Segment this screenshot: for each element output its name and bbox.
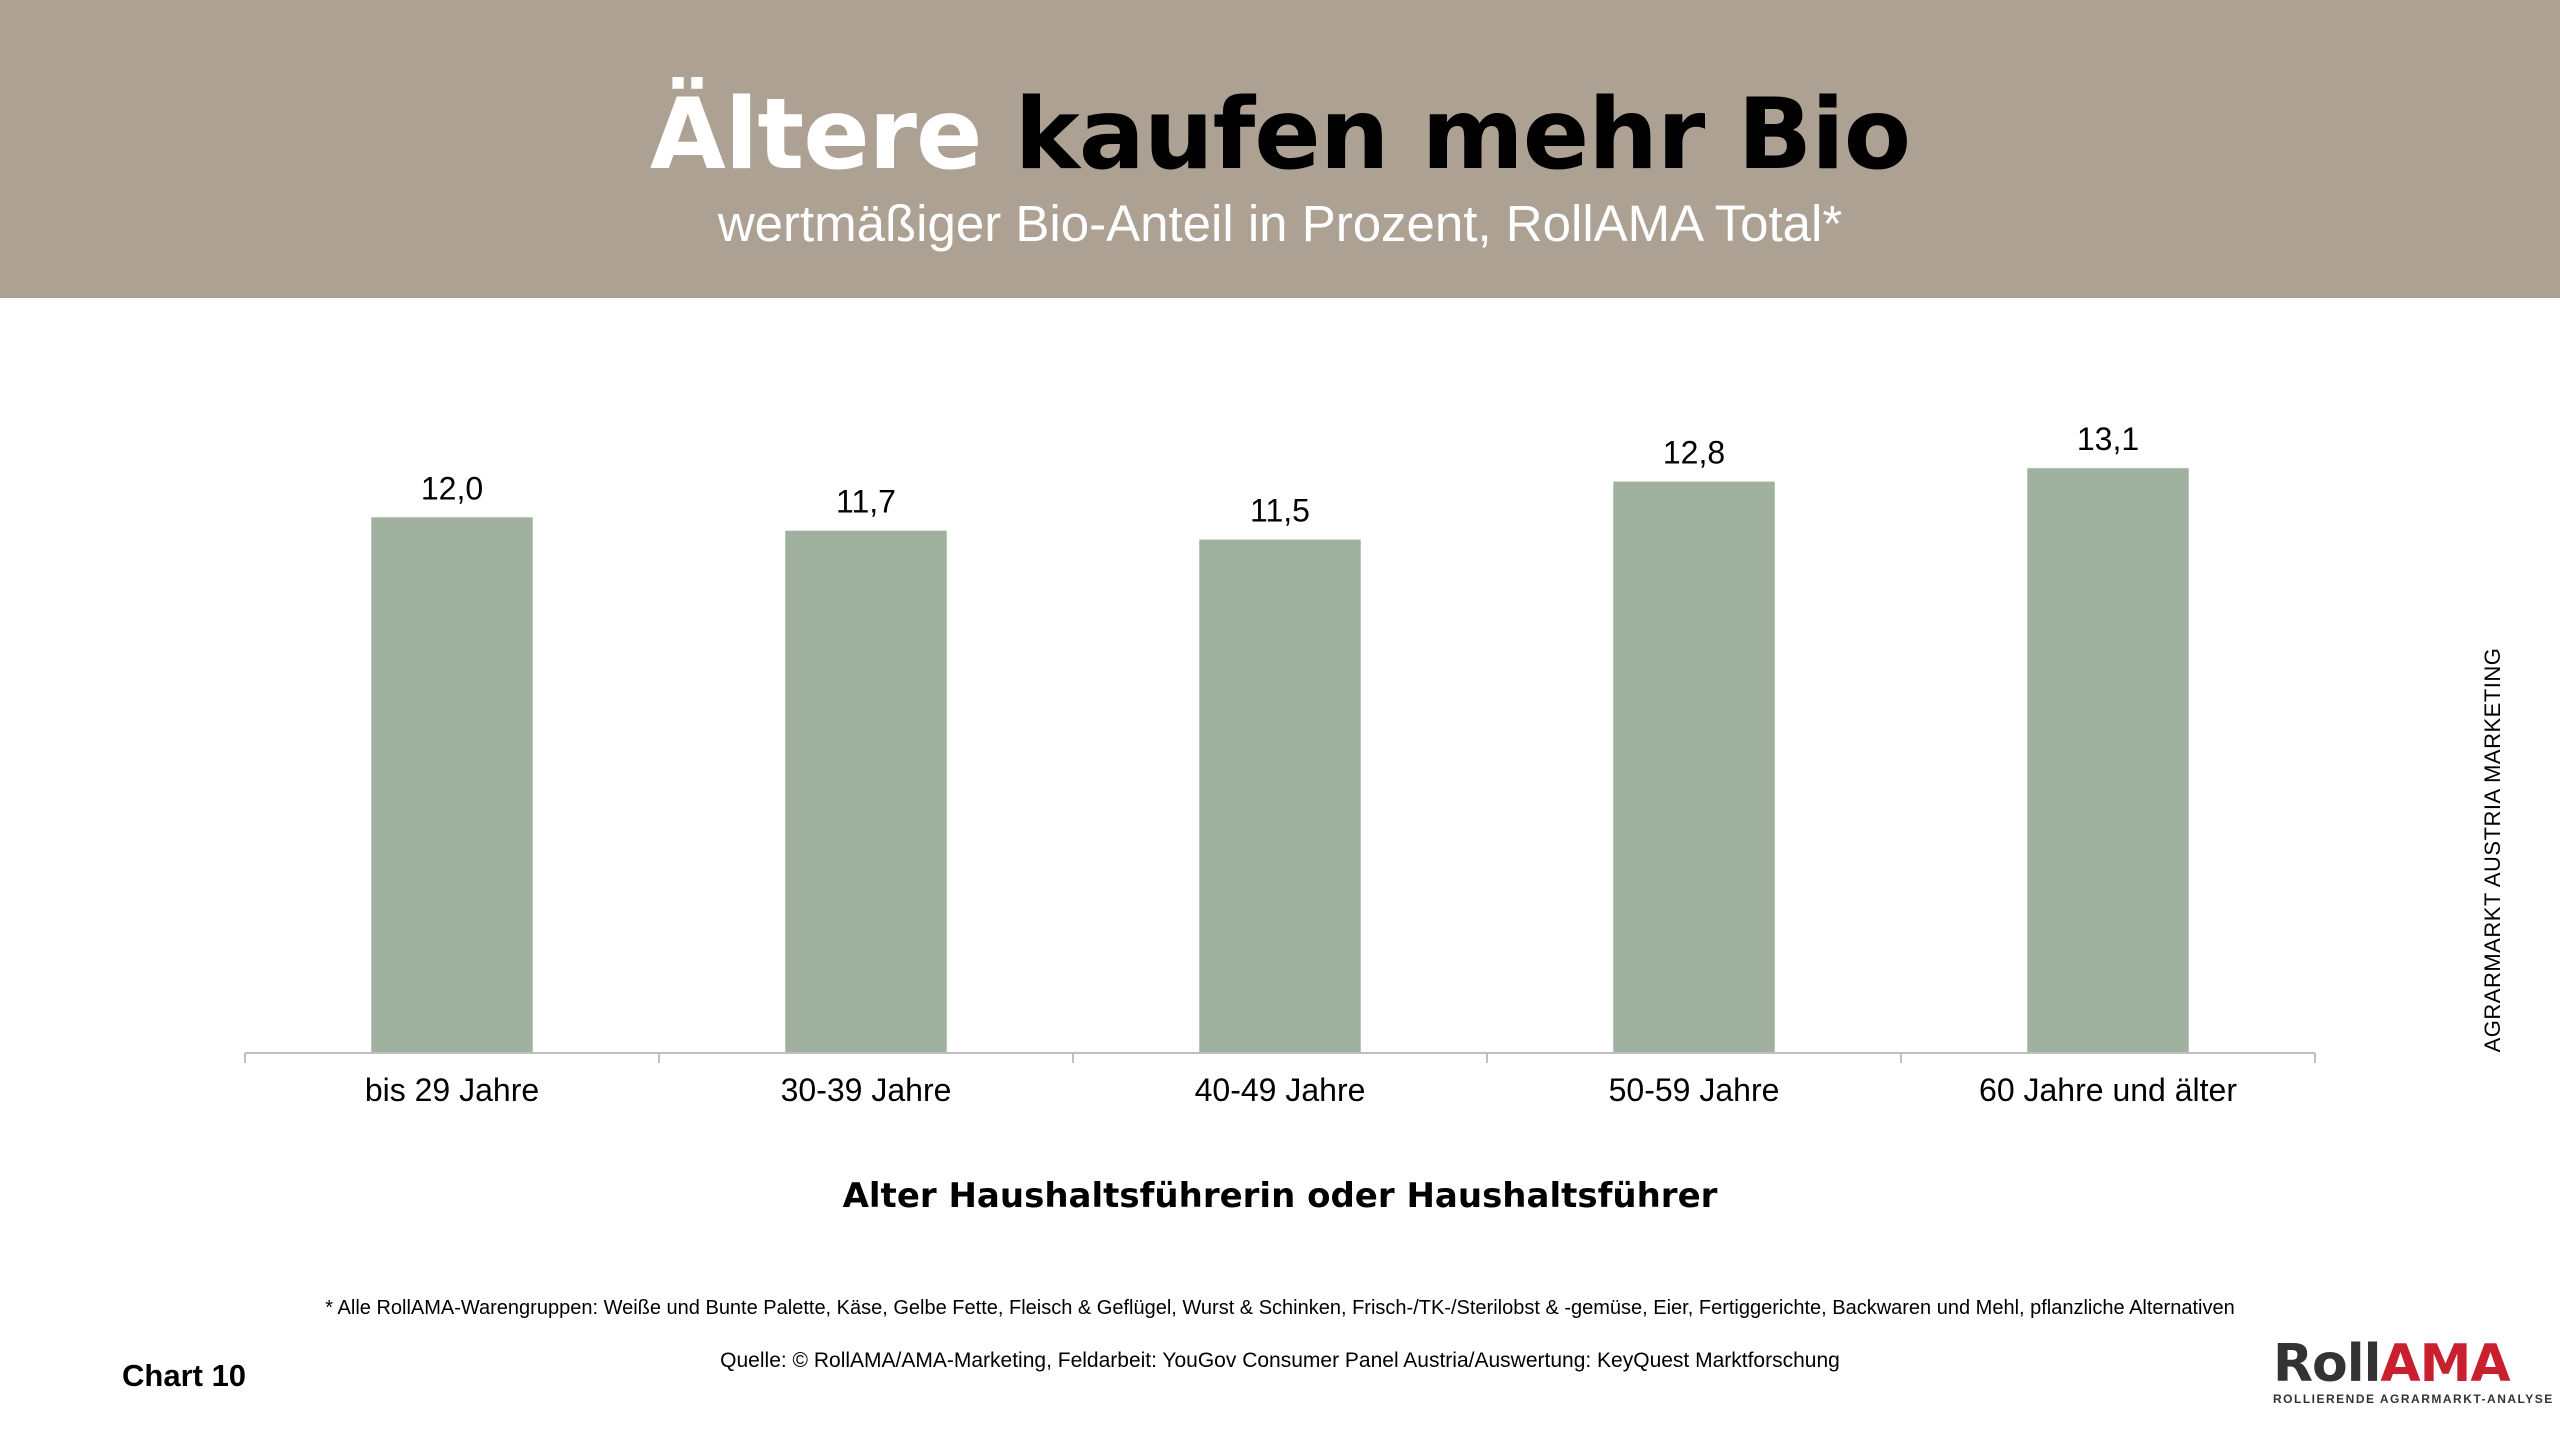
logo-wordmark: RollAMA: [2273, 1334, 2511, 1394]
data-label-5: 13,1: [2077, 421, 2139, 457]
bar-1: [371, 517, 533, 1053]
bar-chart: 12,0 11,7 11,5 12,8 13,1 bis 29 Jahre 30-39 J…: [244, 421, 2316, 1108]
category-label-1: bis 29 Jahre: [365, 1072, 539, 1108]
bar-4: [1613, 481, 1775, 1053]
title-main: kaufen mehr Bio: [1014, 78, 1911, 192]
bars-group: 12,0 11,7 11,5 12,8 13,1: [371, 421, 2189, 1053]
logo-tagline: ROLLIERENDE AGRARMARKT-ANALYSE: [2273, 1392, 2554, 1406]
title-highlight: Ältere: [649, 78, 983, 192]
category-label-5: 60 Jahre und älter: [1979, 1072, 2237, 1108]
page-title: Ältere kaufen mehr Bio: [0, 81, 2560, 190]
data-label-3: 11,5: [1250, 493, 1310, 529]
chart-number: Chart 10: [122, 1358, 247, 1393]
bar-2: [785, 530, 947, 1053]
data-label-1: 12,0: [421, 470, 483, 506]
bar-3: [1199, 539, 1361, 1053]
bar-5: [2027, 468, 2189, 1053]
x-axis-title: Alter Haushaltsführerin oder Haushaltsfü…: [842, 1176, 1718, 1216]
side-label: AGRARMARKT AUSTRIA MARKETING: [2480, 647, 2505, 1053]
category-label-3: 40-49 Jahre: [1195, 1072, 1366, 1108]
data-label-2: 11,7: [836, 484, 896, 520]
data-label-4: 12,8: [1663, 435, 1725, 471]
page-subtitle: wertmäßiger Bio-Anteil in Prozent, RollA…: [717, 195, 1843, 252]
source-note: Quelle: © RollAMA/AMA-Marketing, Feldarb…: [720, 1349, 1840, 1372]
header-banner: Ältere kaufen mehr Bio wertmäßiger Bio-A…: [0, 0, 2560, 298]
category-label-2: 30-39 Jahre: [781, 1072, 952, 1108]
category-label-4: 50-59 Jahre: [1609, 1072, 1780, 1108]
rollama-logo: RollAMA ROLLIERENDE AGRARMARKT-ANALYSE: [2273, 1334, 2554, 1408]
footnote: * Alle RollAMA-Warengruppen: Weiße und B…: [325, 1297, 2235, 1319]
x-axis: bis 29 Jahre 30-39 Jahre 40-49 Jahre 50-59 …: [244, 1052, 2316, 1108]
